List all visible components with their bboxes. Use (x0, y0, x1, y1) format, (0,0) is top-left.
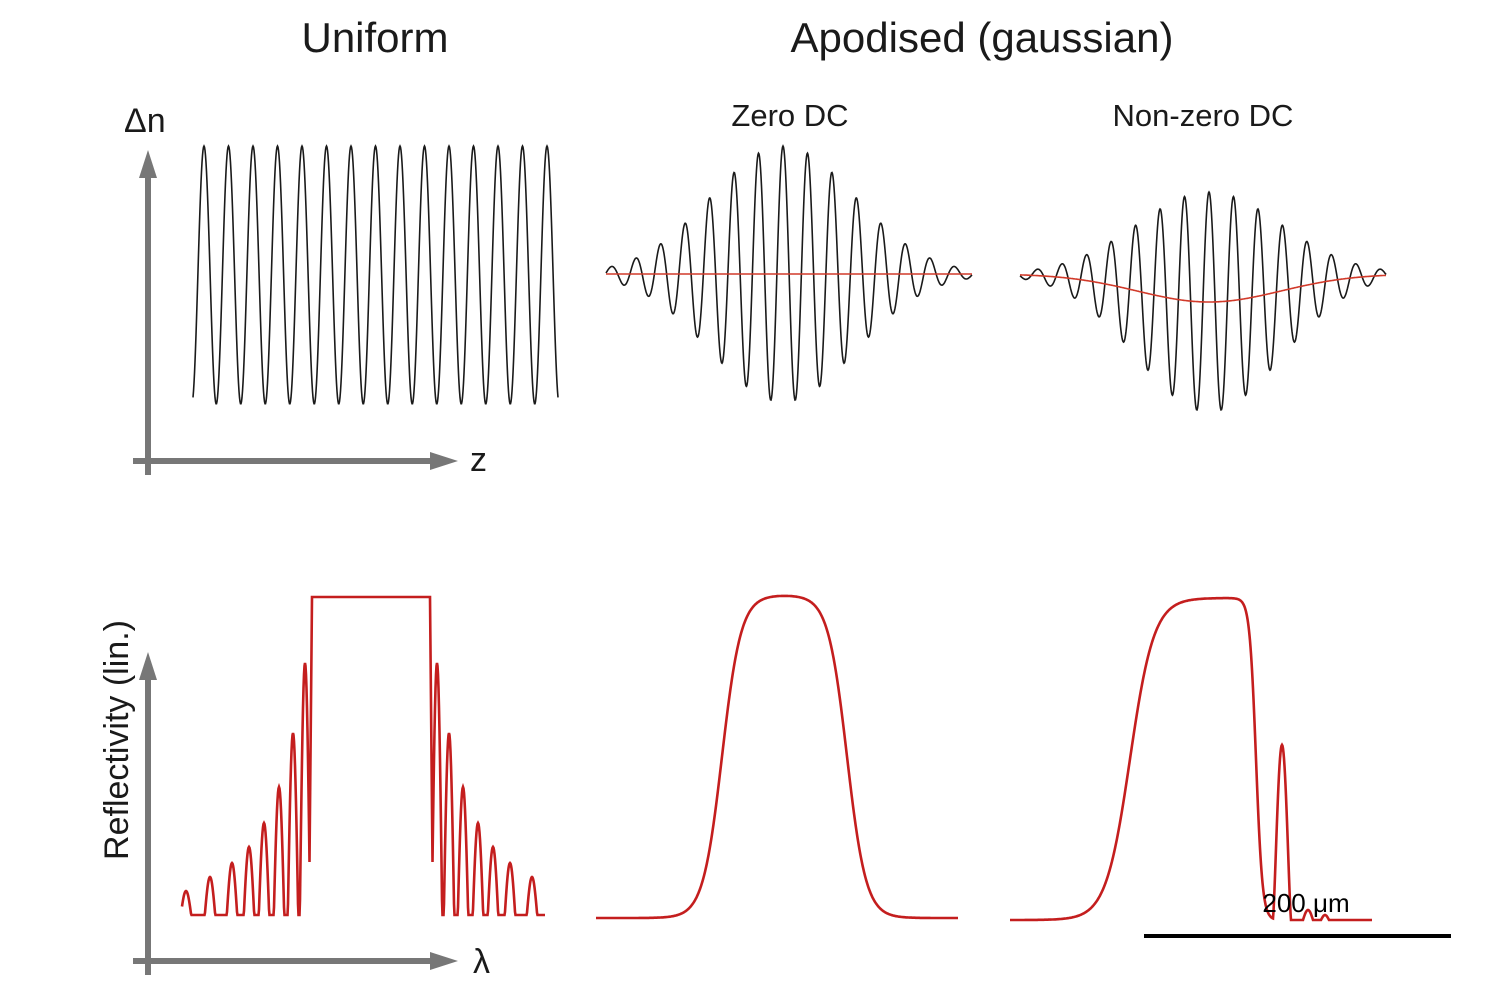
index-y-label: Δn (124, 102, 166, 140)
index-x-arrow (430, 452, 458, 470)
scale-bar-label: 200 μm (1262, 888, 1349, 918)
nonzero-dc-envelope (1020, 274, 1386, 303)
nonzero-dc-label: Non-zero DC (1113, 98, 1294, 133)
index-axes (133, 150, 458, 475)
uniform-index-wave (192, 144, 559, 405)
reflectivity-y-arrow (139, 652, 157, 680)
reflectivity-axes (133, 652, 458, 975)
nonzero-dc-reflectivity (1010, 596, 1372, 922)
apodised-title: Apodised (gaussian) (791, 14, 1174, 61)
uniform-reflectivity (180, 595, 545, 917)
reflectivity-x-label: λ (473, 943, 490, 981)
reflectivity-y-label: Reflectivity (lin.) (98, 620, 136, 860)
uniform-title: Uniform (301, 14, 448, 61)
zero-dc-reflectivity (596, 594, 958, 920)
zero-dc-label: Zero DC (731, 98, 848, 133)
nonzero-dc-index-wave (1019, 190, 1387, 411)
zero-dc-index-wave (605, 144, 973, 402)
reflectivity-x-arrow (430, 952, 458, 970)
index-y-arrow (139, 150, 157, 178)
index-x-label: z (470, 441, 487, 479)
